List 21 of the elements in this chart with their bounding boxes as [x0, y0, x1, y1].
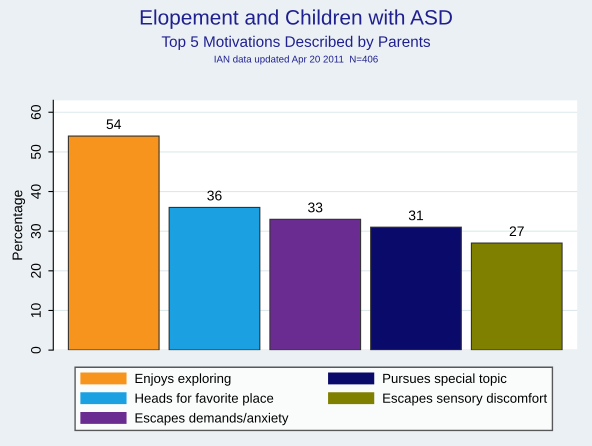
data-label: 36 [207, 190, 222, 200]
data-label: 27 [510, 226, 524, 236]
legend-label: Enjoys exploring [136, 373, 230, 386]
y-tick-label: 50 [30, 144, 41, 160]
text: IAN data updated Apr 20 2011 N=406 [214, 55, 378, 64]
chart-title: Elopement and Children with ASD [140, 9, 452, 29]
y-tick-label: 10 [30, 303, 41, 318]
data-label: 33 [308, 202, 322, 212]
y-tick-label: 20 [30, 264, 41, 278]
data-label: 54 [106, 119, 122, 130]
y-tick-label: 30 [30, 224, 41, 238]
y-tick-label: 0 [30, 346, 41, 354]
y-tick-label: 60 [30, 105, 41, 120]
y-tick-label: 40 [30, 184, 41, 199]
data-label: 31 [408, 210, 424, 220]
chart-subtitle: Top 5 Motivations Described by Parents [162, 36, 430, 50]
legend-label: Heads for favorite place [136, 393, 274, 406]
y-axis-title: Percentage [12, 190, 26, 260]
legend-label: Escapes demands/anxiety [136, 412, 288, 426]
legend-label: Pursues special topic [383, 373, 506, 386]
legend-label: Escapes sensory discomfort [383, 393, 548, 406]
